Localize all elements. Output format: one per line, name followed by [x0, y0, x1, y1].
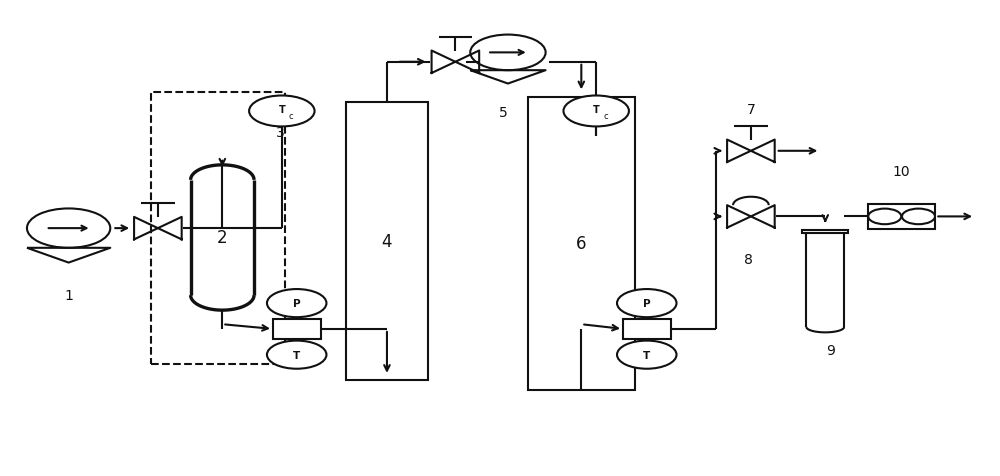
Text: 7: 7 [747, 102, 755, 117]
Text: T: T [643, 350, 650, 360]
Bar [623, 319, 671, 339]
Text: T: T [593, 105, 600, 115]
Text: 5: 5 [499, 106, 507, 120]
Text: 1: 1 [64, 288, 73, 302]
Text: 6: 6 [576, 235, 587, 253]
Text: 2: 2 [217, 229, 228, 247]
Circle shape [249, 96, 315, 127]
Circle shape [868, 209, 901, 225]
Circle shape [267, 289, 326, 317]
Circle shape [267, 341, 326, 369]
Circle shape [617, 289, 677, 317]
Text: P: P [643, 298, 651, 308]
Text: 8: 8 [744, 252, 753, 266]
Text: 10: 10 [893, 165, 910, 179]
Bar [802, 230, 848, 233]
Circle shape [902, 209, 935, 225]
Circle shape [563, 96, 629, 127]
Text: 4: 4 [382, 233, 392, 250]
Bar [868, 205, 935, 229]
Text: c: c [603, 112, 608, 121]
Circle shape [617, 341, 677, 369]
Text: P: P [293, 298, 301, 308]
Bar [273, 319, 321, 339]
Text: T: T [278, 105, 285, 115]
Bar [528, 98, 635, 390]
Bar [151, 93, 285, 364]
Bar [346, 102, 428, 381]
Text: 9: 9 [826, 343, 835, 357]
Text: T: T [293, 350, 300, 360]
Text: 3: 3 [276, 126, 285, 140]
Text: c: c [289, 112, 293, 121]
